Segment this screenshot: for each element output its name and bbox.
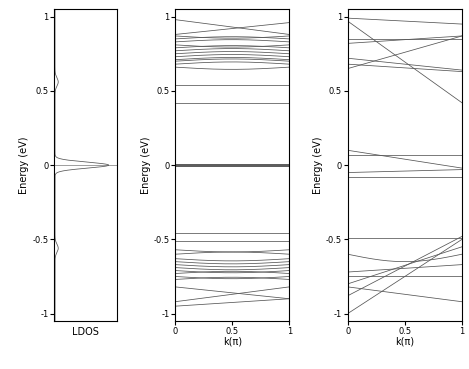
Y-axis label: Energy (eV): Energy (eV) [141, 137, 151, 194]
Y-axis label: Energy (eV): Energy (eV) [313, 137, 323, 194]
X-axis label: k(π): k(π) [395, 337, 415, 347]
X-axis label: k(π): k(π) [223, 337, 242, 347]
Y-axis label: Energy (eV): Energy (eV) [20, 137, 30, 194]
X-axis label: LDOS: LDOS [72, 327, 99, 337]
